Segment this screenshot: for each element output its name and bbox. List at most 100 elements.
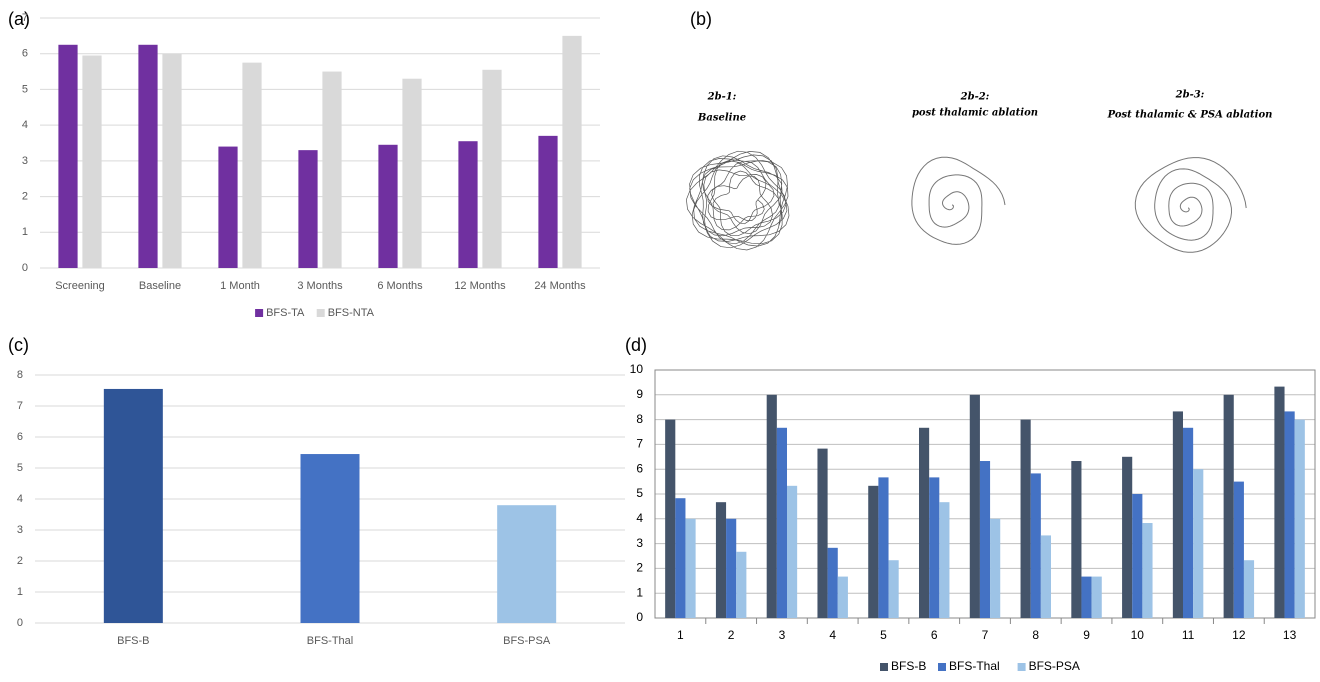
bar (767, 395, 777, 618)
y-tick-label: 5 (17, 462, 23, 474)
bar (82, 56, 101, 269)
y-tick-label: 5 (22, 83, 28, 95)
y-tick-label: 2 (17, 555, 23, 567)
x-tick-label: Baseline (139, 280, 181, 292)
bar (1173, 411, 1183, 618)
y-tick-label: 8 (636, 412, 643, 426)
y-tick-label: 4 (636, 511, 643, 525)
x-tick-label: 1 Month (220, 280, 260, 292)
y-tick-label: 0 (22, 262, 28, 274)
bar (138, 45, 157, 268)
legend-swatch (1018, 663, 1026, 671)
y-tick-label: 0 (636, 610, 643, 624)
legend-label: BFS-PSA (1029, 659, 1080, 673)
bar (378, 145, 397, 268)
bar (665, 420, 675, 618)
x-tick-label: 7 (982, 628, 989, 642)
x-tick-label: 6 (931, 628, 938, 642)
y-tick-label: 1 (17, 586, 23, 598)
x-tick-label: 8 (1032, 628, 1039, 642)
x-tick-label: BFS-Thal (307, 635, 353, 647)
y-tick-label: 2 (22, 190, 28, 202)
bar (777, 428, 787, 618)
drawing-caption: Baseline (697, 113, 746, 124)
bar (1285, 411, 1295, 618)
bar (1031, 473, 1041, 618)
legend-label: BFS-TA (266, 307, 305, 319)
bar (929, 477, 939, 618)
bar (58, 45, 77, 268)
x-tick-label: 3 Months (297, 280, 343, 292)
panel-label: (c) (8, 335, 29, 355)
y-tick-label: 6 (22, 48, 28, 60)
x-tick-label: Screening (55, 280, 105, 292)
y-tick-label: 1 (636, 585, 643, 599)
drawing (686, 151, 789, 250)
y-tick-label: 7 (636, 437, 643, 451)
y-tick-label: 0 (17, 617, 23, 629)
x-tick-label: 3 (779, 628, 786, 642)
panel-label: (b) (690, 9, 712, 29)
bar (828, 548, 838, 618)
y-tick-label: 7 (17, 400, 23, 412)
drawing (1135, 158, 1246, 253)
bar (685, 519, 695, 618)
bar (817, 449, 827, 618)
y-tick-label: 6 (17, 431, 23, 443)
bar (838, 577, 848, 618)
legend-swatch (880, 663, 888, 671)
legend-label: BFS-NTA (328, 307, 375, 319)
x-tick-label: 11 (1182, 628, 1195, 642)
y-tick-label: 10 (630, 362, 644, 376)
x-tick-label: 4 (829, 628, 836, 642)
y-tick-label: 9 (636, 387, 643, 401)
bar (1224, 395, 1234, 618)
x-tick-label: 9 (1083, 628, 1090, 642)
panel-label: (d) (625, 335, 647, 355)
bar (497, 505, 556, 623)
x-tick-label: 2 (728, 628, 735, 642)
bar (736, 552, 746, 618)
bar (970, 395, 980, 618)
bar (1132, 494, 1142, 618)
legend-label: BFS-B (891, 659, 926, 673)
bar (1041, 535, 1051, 618)
bar (1071, 461, 1081, 618)
x-tick-label: 12 Months (454, 280, 506, 292)
legend-swatch (317, 309, 325, 317)
x-tick-label: BFS-B (117, 635, 149, 647)
y-tick-label: 7 (22, 12, 28, 24)
bar (939, 502, 949, 618)
bar (218, 147, 237, 268)
bar (1021, 420, 1031, 618)
bar (298, 150, 317, 268)
legend-swatch (255, 309, 263, 317)
bar (104, 389, 163, 623)
drawing-id: 2b-3: (1175, 90, 1205, 101)
x-tick-label: 5 (880, 628, 887, 642)
y-tick-label: 4 (17, 493, 23, 505)
bar (1274, 387, 1284, 618)
bar (242, 63, 261, 268)
x-tick-label: 24 Months (534, 280, 586, 292)
y-tick-label: 4 (22, 119, 28, 131)
bar (919, 428, 929, 618)
bar (675, 498, 685, 618)
x-tick-label: 12 (1232, 628, 1246, 642)
bar (562, 36, 581, 268)
bar (1193, 469, 1203, 618)
x-tick-label: 6 Months (377, 280, 423, 292)
drawing (912, 157, 1005, 244)
x-tick-label: 13 (1283, 628, 1297, 642)
y-tick-label: 3 (17, 524, 23, 536)
bar (1244, 560, 1254, 618)
bar (322, 72, 341, 268)
bar (402, 79, 421, 268)
bar (482, 70, 501, 268)
bar (1234, 482, 1244, 618)
y-tick-label: 5 (636, 486, 643, 500)
bar (878, 477, 888, 618)
y-tick-label: 8 (17, 369, 23, 381)
bar (787, 486, 797, 618)
y-tick-label: 6 (636, 461, 643, 475)
